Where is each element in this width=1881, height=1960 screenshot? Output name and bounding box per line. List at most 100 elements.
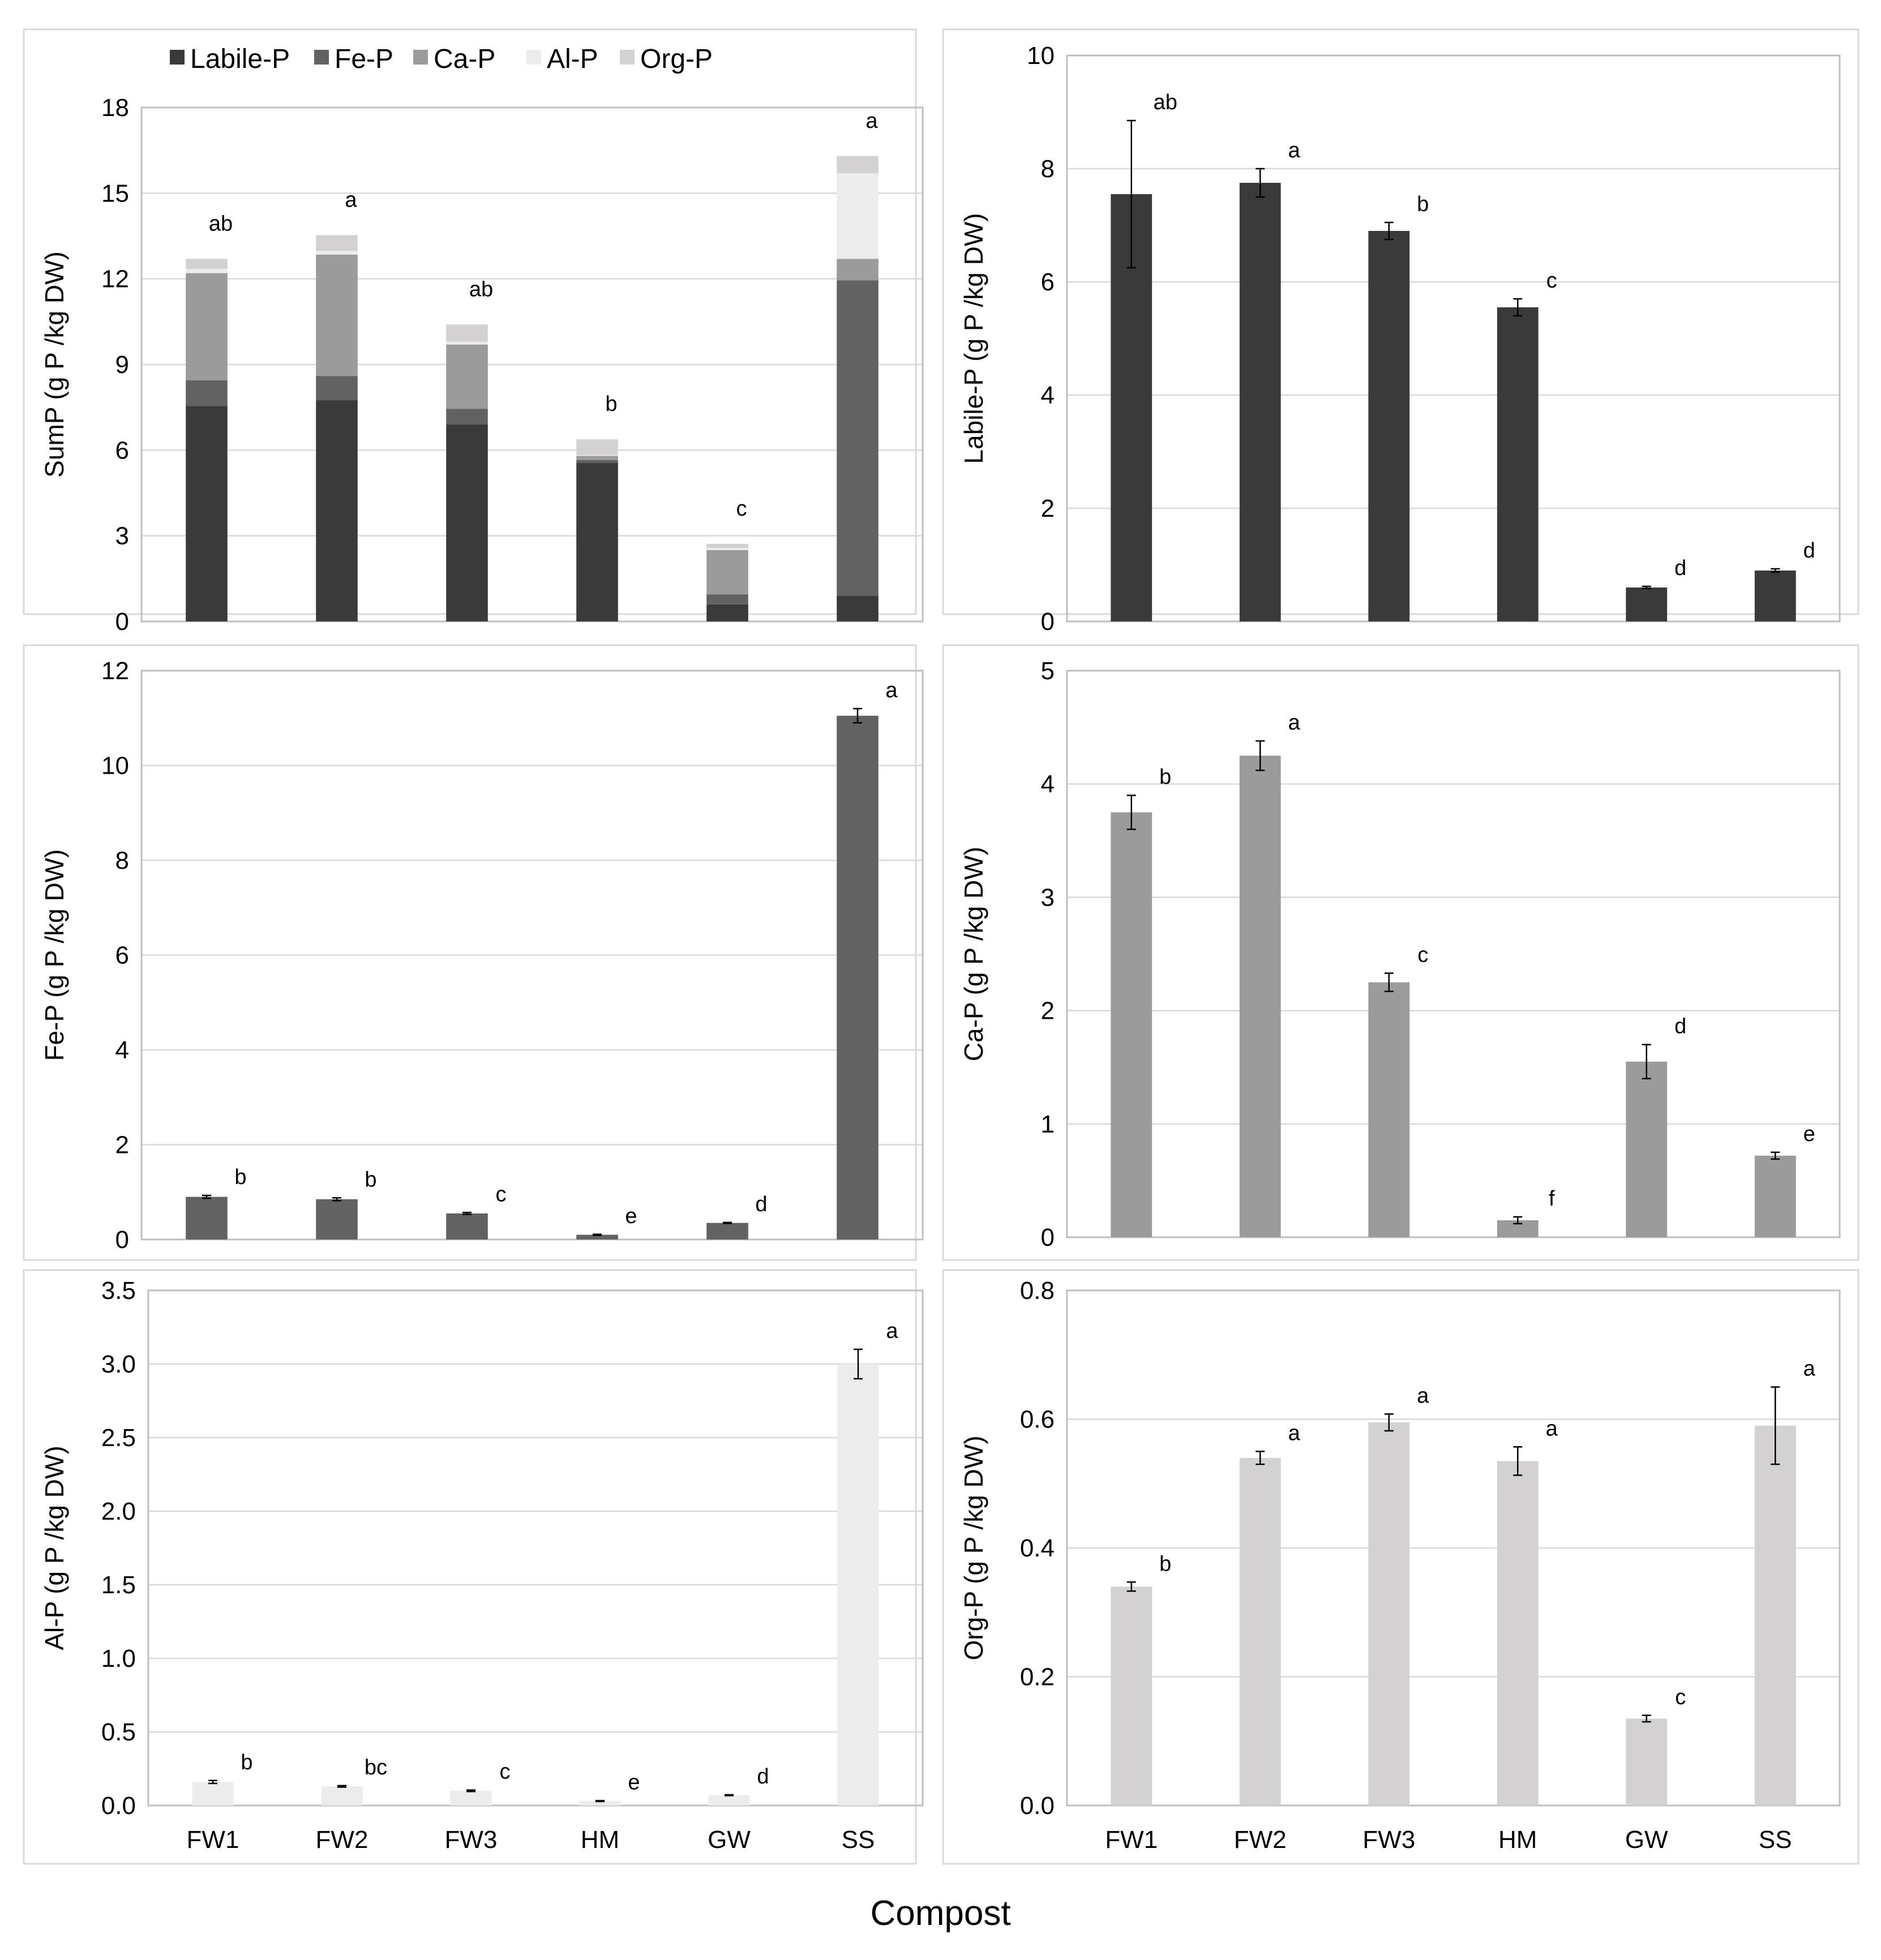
significance-letter: b: [234, 1165, 246, 1189]
significance-letter: a: [1288, 1421, 1301, 1445]
plot-area: [147, 1289, 924, 1807]
x-tick-label: HM: [581, 1826, 619, 1854]
y-tick-label: 2: [1041, 495, 1055, 522]
significance-letter: b: [1159, 1552, 1171, 1576]
chart-sump: 0 3 6 9 12 15 18 SumP (g P /kg DW) ab a ab b c a Labil…: [23, 28, 924, 636]
y-tick-label: 9: [115, 351, 129, 379]
y-tick-label: 0: [115, 1226, 129, 1254]
significance-letter: d: [1803, 539, 1815, 563]
bar: [1754, 1425, 1796, 1805]
significance-letter: ab: [1154, 91, 1177, 114]
significance-letter: b: [1417, 192, 1429, 216]
bar-segment-al-p: [706, 548, 748, 550]
figure-x-axis-label: Compost: [870, 1894, 1011, 1933]
significance-letter: bc: [365, 1756, 387, 1779]
y-tick-label: 0.5: [101, 1718, 136, 1746]
bar-segment-fe-p: [706, 594, 748, 604]
legend-label: Al-P: [547, 44, 598, 74]
chart-ca: 0 1 2 3 4 5 Ca-P (g P /kg DW) b a c f d e: [942, 644, 1859, 1261]
plot-area: [1066, 54, 1841, 623]
legend-swatch: [413, 50, 428, 65]
bar: [1368, 231, 1410, 621]
y-axis-label: Org-P (g P /kg DW): [959, 1435, 988, 1660]
y-tick-label: 1.5: [101, 1571, 136, 1599]
bar-segment-ca-p: [446, 344, 488, 409]
y-tick-label: 2.5: [101, 1424, 136, 1452]
x-tick-label: SS: [842, 1826, 875, 1854]
y-tick-label: 15: [101, 179, 129, 207]
y-tick-label: 1.0: [101, 1645, 136, 1672]
bar: [186, 1196, 228, 1240]
significance-letter: d: [1674, 1015, 1686, 1039]
y-tick-label: 4: [1041, 381, 1055, 409]
x-tick-label: FW2: [316, 1826, 369, 1854]
significance-letter: e: [628, 1770, 640, 1794]
y-axis-label: Fe-P (g P /kg DW): [40, 849, 69, 1061]
plot-area: [140, 106, 924, 623]
bar-segment-al-p: [316, 251, 358, 255]
significance-letter: a: [1288, 711, 1301, 735]
significance-letter: b: [241, 1751, 252, 1774]
significance-letter: c: [736, 497, 747, 521]
x-tick-label: FW3: [1362, 1826, 1415, 1854]
bar: [1497, 1461, 1539, 1805]
legend-swatch: [314, 50, 329, 65]
bar: [837, 715, 879, 1240]
y-tick-label: 0.0: [1020, 1792, 1055, 1820]
y-axis-label: Labile-P (g P /kg DW): [959, 213, 988, 464]
bar: [579, 1801, 621, 1805]
bar-segment-org-p: [446, 324, 488, 342]
bar-segment-labile-p: [837, 595, 879, 621]
x-tick-label: FW1: [187, 1826, 239, 1854]
y-axis-label: SumP (g P /kg DW): [40, 251, 69, 478]
bar: [1497, 307, 1539, 621]
chart-al: 0.0 0.5 1.0 1.5 2.0 2.5 3.0 3.5 Al-P (g P /kg DW…: [23, 1269, 924, 1865]
y-tick-label: 3.0: [101, 1350, 136, 1378]
bar-segment-org-p: [576, 439, 618, 455]
bar-segment-fe-p: [446, 409, 488, 424]
y-tick-label: 3: [115, 522, 129, 550]
significance-letter: c: [496, 1182, 507, 1206]
x-tick-label: FW2: [1234, 1826, 1287, 1854]
bar-segment-fe-p: [837, 280, 879, 596]
y-tick-label: 0: [1041, 608, 1055, 636]
y-tick-label: 0.4: [1020, 1534, 1055, 1562]
bar-segment-labile-p: [186, 406, 228, 621]
bar-segment-labile-p: [446, 424, 488, 621]
plot-area: [1066, 1289, 1841, 1807]
bar: [1626, 1718, 1668, 1805]
bar: [1111, 812, 1152, 1237]
legend-label: Ca-P: [434, 44, 495, 74]
bar-segment-al-p: [576, 454, 618, 456]
y-tick-label: 8: [115, 847, 129, 874]
y-tick-label: 6: [1041, 268, 1055, 296]
bar: [321, 1786, 363, 1805]
bar-segment-labile-p: [576, 463, 618, 621]
significance-letter: ab: [469, 277, 493, 301]
y-tick-label: 0: [1041, 1224, 1055, 1251]
y-tick-label: 4: [115, 1036, 129, 1064]
significance-letter: a: [1288, 139, 1301, 162]
plot-area: [140, 670, 924, 1241]
significance-letter: a: [865, 109, 878, 133]
y-tick-label: 10: [101, 752, 129, 780]
legend-swatch: [526, 50, 541, 65]
bar: [1239, 756, 1281, 1237]
bar: [192, 1782, 234, 1805]
y-axis-label: Ca-P (g P /kg DW): [959, 847, 988, 1061]
significance-letter: b: [1159, 765, 1171, 789]
bar: [1626, 587, 1668, 621]
y-tick-label: 0: [115, 608, 129, 636]
bar-segment-labile-p: [316, 400, 358, 621]
x-tick-label: GW: [1625, 1826, 1668, 1854]
y-tick-label: 5: [1041, 657, 1055, 685]
significance-letter: c: [500, 1760, 511, 1784]
panel-frame: [23, 644, 917, 1261]
bar: [1111, 1586, 1152, 1805]
significance-letter: c: [1417, 943, 1428, 967]
significance-letter: a: [1546, 1417, 1558, 1440]
x-tick-label: HM: [1498, 1826, 1537, 1854]
y-tick-label: 0.2: [1020, 1663, 1055, 1691]
y-tick-label: 3: [1041, 883, 1055, 911]
